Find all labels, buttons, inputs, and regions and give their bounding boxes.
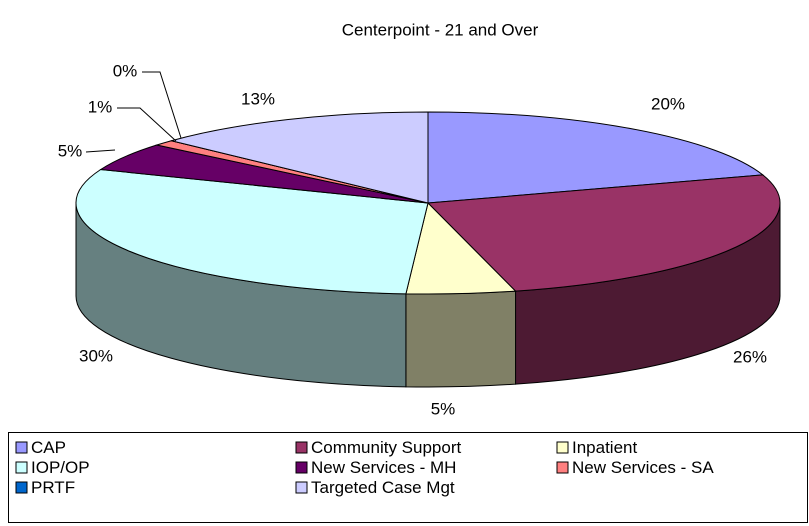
chart-title: Centerpoint - 21 and Over <box>342 20 539 39</box>
legend-swatch <box>556 461 569 474</box>
legend-swatch <box>295 441 308 454</box>
pie-slice <box>426 174 781 292</box>
leader-line <box>85 149 116 153</box>
legend-swatch <box>295 461 308 474</box>
data-label: 5% <box>58 141 83 160</box>
legend-box <box>8 432 808 523</box>
legend-swatch <box>15 461 28 474</box>
legend-swatch <box>15 481 28 494</box>
legend-swatch <box>556 441 569 454</box>
legend-label: New Services - SA <box>572 458 714 477</box>
legend-label: IOP/OP <box>31 458 90 477</box>
legend-label: Targeted Case Mgt <box>311 478 455 497</box>
pie-slice <box>75 168 429 295</box>
legend-label: Inpatient <box>572 438 637 457</box>
leader-line <box>142 71 182 139</box>
data-label: 26% <box>733 347 767 366</box>
pie-side <box>405 290 517 388</box>
legend-label: PRTF <box>31 478 75 497</box>
pie-slice <box>427 111 765 204</box>
data-label: 13% <box>241 89 275 108</box>
legend-swatch <box>295 481 308 494</box>
leader-line <box>117 107 177 142</box>
legend-label: Community Support <box>311 438 462 457</box>
legend-label: CAP <box>31 438 66 457</box>
data-label: 0% <box>113 61 138 80</box>
data-label: 20% <box>651 94 685 113</box>
data-label: 5% <box>431 399 456 418</box>
pie-slice <box>169 111 429 204</box>
legend-swatch <box>15 441 28 454</box>
data-label: 1% <box>88 97 113 116</box>
legend-label: New Services - MH <box>311 458 456 477</box>
data-label: 30% <box>79 346 113 365</box>
